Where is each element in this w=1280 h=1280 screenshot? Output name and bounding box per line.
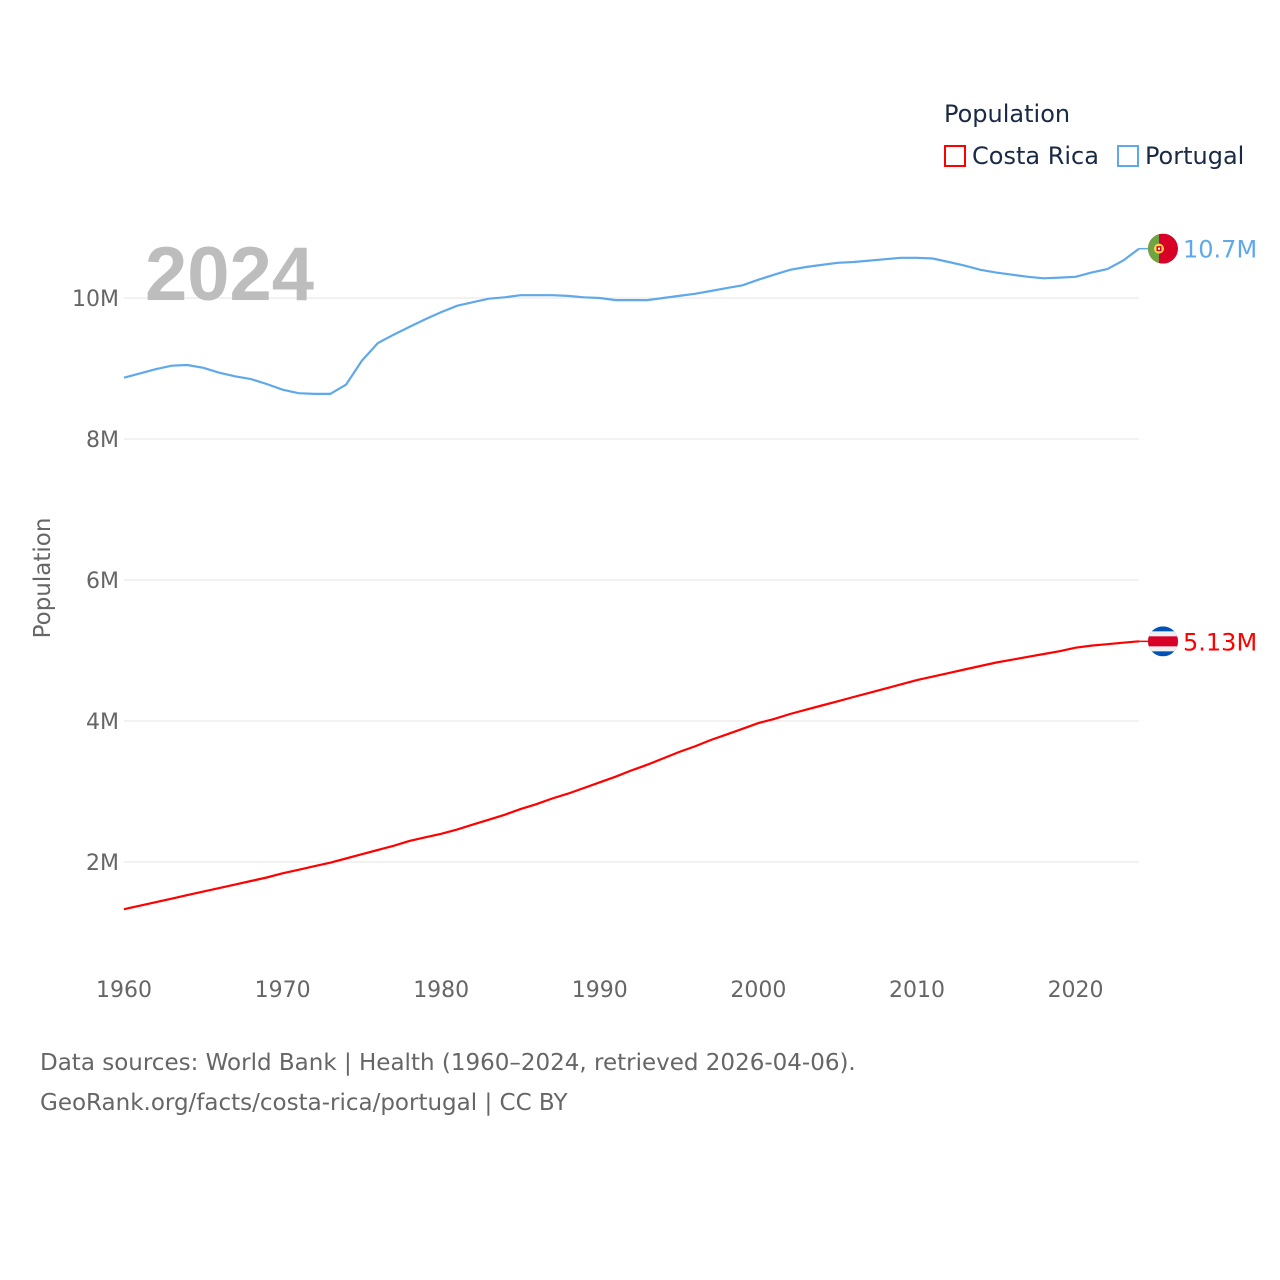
series-lines <box>123 247 1140 911</box>
gridlines <box>124 297 1139 863</box>
x-tick-label: 2000 <box>730 978 786 1003</box>
y-axis: 2M 4M 6M 8M 10M <box>72 287 119 876</box>
legend-item-portugal[interactable]: Portugal <box>1116 142 1245 170</box>
attribution-link[interactable]: GeoRank.org/facts/costa-rica/portugal | … <box>40 1090 568 1116</box>
y-tick-label: 10M <box>72 287 119 312</box>
portugal-flag-icon <box>1148 233 1178 264</box>
y-tick-label: 6M <box>86 569 119 594</box>
x-tick-label: 1960 <box>96 978 152 1003</box>
legend-swatch <box>1116 145 1139 167</box>
x-tick-label: 1980 <box>413 978 469 1003</box>
series-line-costa-rica <box>123 640 1140 911</box>
legend-label: Costa Rica <box>972 142 1099 170</box>
end-value-label-portugal: 10.7M <box>1183 236 1257 264</box>
legend: Costa Rica Portugal <box>944 142 1244 170</box>
end-value-label-costa-rica: 5.13M <box>1183 628 1257 656</box>
footer: Data sources: World Bank | Health (1960–… <box>40 1043 856 1123</box>
series-end-labels: 5.13M 10.7M <box>1139 233 1257 657</box>
x-tick-label: 2010 <box>889 978 945 1003</box>
legend-item-costa-rica[interactable]: Costa Rica <box>944 142 1099 170</box>
data-source-text: Data sources: World Bank | Health (1960–… <box>40 1050 856 1076</box>
costa-rica-flag-icon <box>1148 626 1178 657</box>
y-tick-label: 4M <box>86 710 119 735</box>
x-axis: 1960 1970 1980 1990 2000 2010 2020 <box>96 978 1104 1003</box>
x-tick-label: 1990 <box>572 978 628 1003</box>
legend-swatch <box>944 145 966 167</box>
year-watermark: 2024 <box>145 232 314 317</box>
y-axis-label: Population <box>30 518 56 639</box>
legend-label: Portugal <box>1144 142 1245 170</box>
x-tick-label: 2020 <box>1048 978 1104 1003</box>
series-line-portugal <box>123 247 1140 395</box>
legend-title: Population <box>944 100 1071 128</box>
y-tick-label: 2M <box>86 851 119 876</box>
x-tick-label: 1970 <box>255 978 311 1003</box>
y-tick-label: 8M <box>86 428 119 453</box>
